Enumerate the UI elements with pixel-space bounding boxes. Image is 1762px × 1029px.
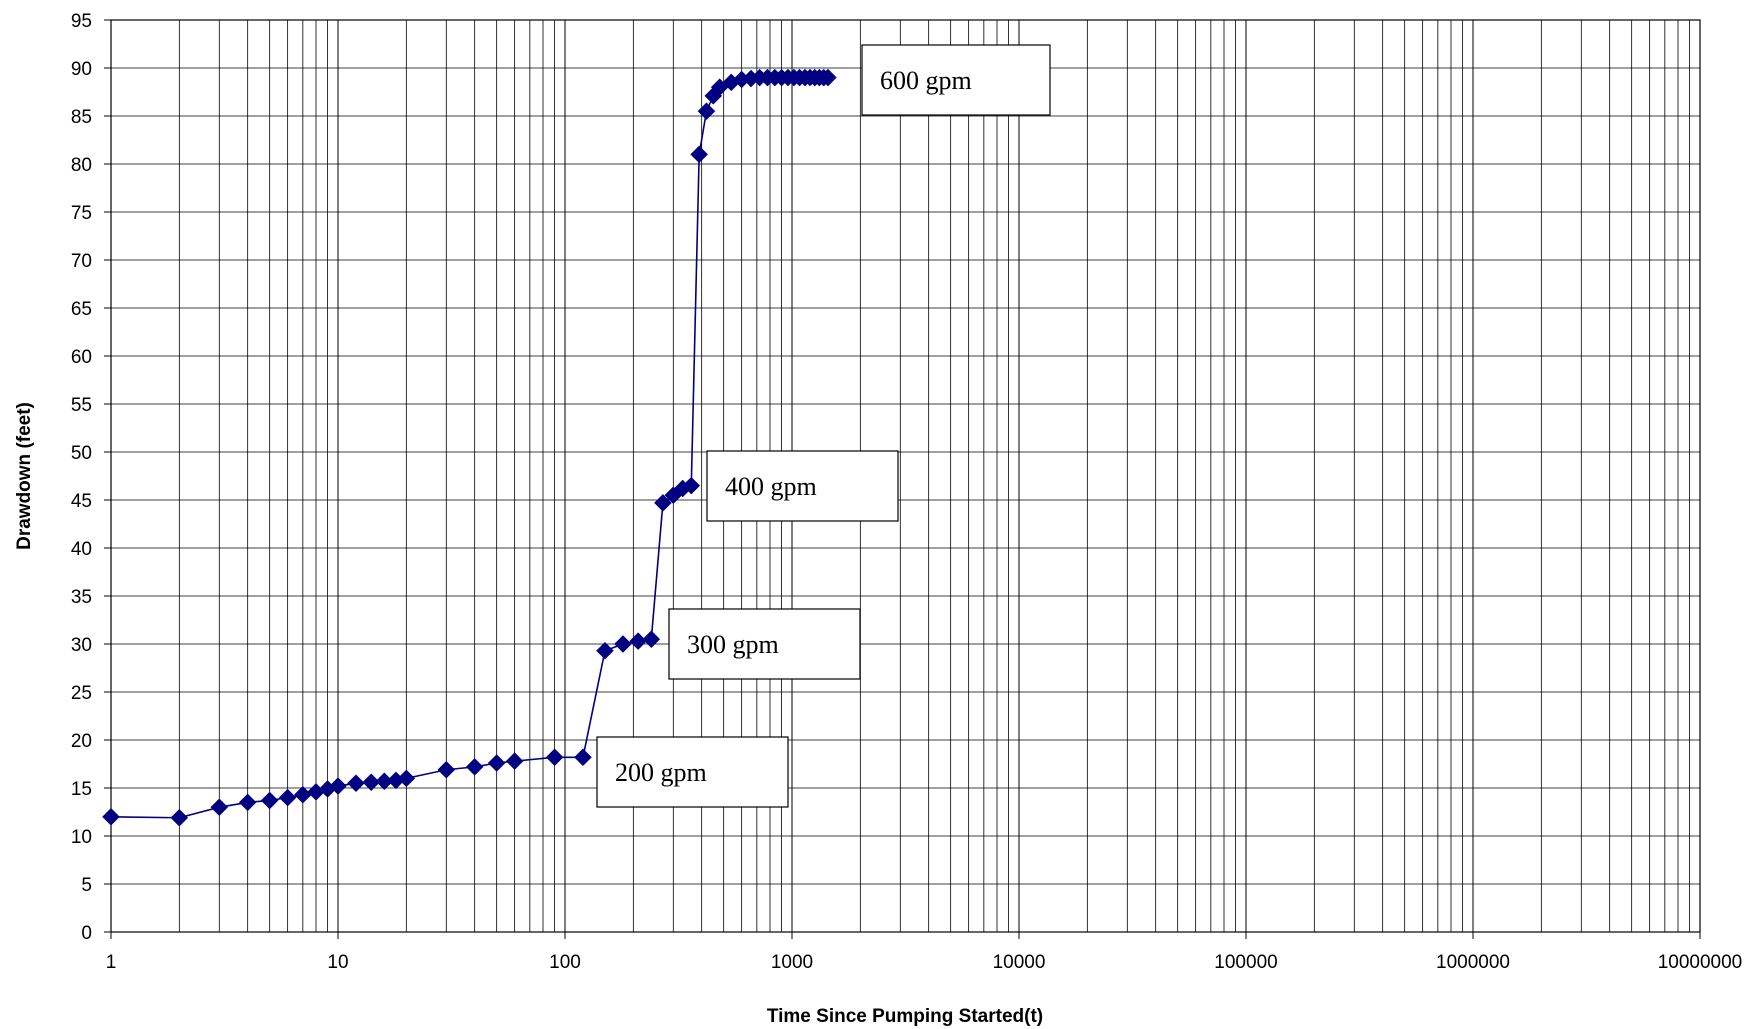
x-tick-label: 10000 bbox=[993, 952, 1046, 973]
y-tick-label: 35 bbox=[71, 587, 92, 608]
y-tick-label: 30 bbox=[71, 635, 92, 656]
data-point bbox=[210, 798, 229, 817]
data-point bbox=[465, 758, 484, 776]
annotation-label: 200 gpm bbox=[615, 758, 707, 787]
plot-area-frame bbox=[110, 19, 1701, 933]
y-tick-label: 25 bbox=[71, 683, 92, 704]
y-tick-label: 90 bbox=[71, 59, 92, 80]
data-point bbox=[238, 793, 257, 812]
data-point bbox=[278, 788, 297, 807]
series-line bbox=[110, 76, 828, 819]
y-tick-label: 40 bbox=[71, 539, 92, 560]
data-point bbox=[629, 632, 647, 650]
data-point bbox=[170, 808, 189, 827]
y-tick-label: 80 bbox=[71, 155, 92, 176]
x-tick-label: 1000 bbox=[771, 952, 813, 973]
y-tick-label: 20 bbox=[71, 731, 92, 752]
y-tick-label: 10 bbox=[71, 827, 92, 848]
y-tick-label: 15 bbox=[71, 779, 92, 800]
data-point bbox=[574, 748, 592, 767]
data-point bbox=[697, 102, 716, 121]
y-tick-label: 5 bbox=[81, 875, 92, 896]
annotation-label: 400 gpm bbox=[725, 472, 817, 501]
x-tick-label: 100 bbox=[549, 952, 581, 973]
y-axis-title: Drawdown (feet) bbox=[14, 402, 35, 550]
y-tick-label: 60 bbox=[71, 347, 92, 368]
x-tick-label: 10 bbox=[327, 952, 348, 973]
x-axis-tick-labels: 1 10 100 1000 10000 100000 1000000 10000000 bbox=[106, 932, 1743, 973]
x-axis-title: Time Since Pumping Started(t) bbox=[767, 1006, 1043, 1027]
annotation-label: 600 gpm bbox=[880, 66, 972, 95]
data-point bbox=[347, 774, 365, 793]
y-tick-label: 45 bbox=[71, 491, 92, 512]
data-point bbox=[682, 476, 701, 495]
data-point bbox=[329, 777, 347, 795]
data-point bbox=[642, 630, 661, 649]
data-point bbox=[505, 752, 524, 770]
y-tick-label: 65 bbox=[71, 299, 92, 320]
data-point bbox=[614, 635, 632, 653]
annotation-box bbox=[861, 44, 1051, 116]
x-tick-label: 10000000 bbox=[1658, 952, 1743, 973]
data-point bbox=[397, 769, 416, 788]
y-tick-label: 85 bbox=[71, 107, 92, 128]
data-point bbox=[293, 785, 312, 804]
x-tick-label: 1 bbox=[106, 952, 117, 973]
y-tick-label: 55 bbox=[71, 395, 92, 416]
annotation-box bbox=[596, 736, 789, 808]
data-point bbox=[437, 760, 456, 779]
y-tick-label: 0 bbox=[81, 923, 92, 944]
y-tick-label: 75 bbox=[71, 203, 92, 224]
data-point bbox=[819, 68, 837, 87]
annotation-box bbox=[668, 608, 861, 680]
annotation-box bbox=[706, 450, 899, 522]
data-point bbox=[487, 754, 506, 772]
data-point bbox=[260, 791, 279, 810]
y-tick-label: 70 bbox=[71, 251, 92, 272]
y-tick-label: 95 bbox=[71, 11, 92, 32]
y-tick-label: 50 bbox=[71, 443, 92, 464]
grid bbox=[111, 20, 1700, 932]
data-point bbox=[102, 807, 120, 826]
x-tick-label: 1000000 bbox=[1436, 952, 1510, 973]
annotation-label: 300 gpm bbox=[687, 630, 779, 659]
data-point bbox=[545, 748, 564, 767]
data-point bbox=[596, 641, 614, 660]
data-point bbox=[654, 494, 672, 512]
data-point bbox=[690, 145, 709, 164]
x-tick-label: 100000 bbox=[1214, 952, 1277, 973]
series bbox=[102, 68, 837, 827]
y-axis-tick-labels: 0 5 10 15 20 25 30 35 40 45 50 55 60 65 70 75 80 85 90 95 bbox=[71, 11, 111, 944]
data-point bbox=[362, 773, 381, 792]
annotations: 200 gpm 300 gpm 400 gpm 600 gpm bbox=[596, 44, 1051, 808]
